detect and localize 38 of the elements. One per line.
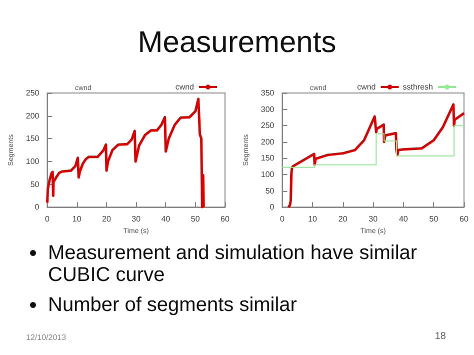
- y-tick-label: 300: [260, 104, 275, 114]
- y-tick-label: 0: [34, 202, 40, 212]
- x-tick-label: 10: [72, 214, 82, 224]
- x-tick-label: 10: [308, 214, 318, 224]
- x-tick-label: 50: [429, 214, 439, 224]
- x-tick-label: 60: [460, 214, 469, 224]
- x-tick-label: 40: [161, 214, 171, 224]
- legend-label: ssthresh: [402, 82, 433, 92]
- y-tick-label: 100: [26, 156, 40, 166]
- x-tick-label: 50: [190, 214, 200, 224]
- text: 18: [434, 331, 446, 342]
- y-tick-label: 250: [260, 121, 275, 130]
- x-tick-label: 20: [102, 214, 112, 224]
- y-tick-label: 50: [265, 186, 275, 196]
- legend-label: cwnd: [357, 82, 376, 92]
- y-tick-label: 150: [260, 154, 275, 163]
- y-tick-label: 350: [260, 88, 275, 98]
- text: 12/10/2013: [26, 333, 66, 342]
- line-series: [287, 103, 466, 208]
- legend-label: cwnd: [175, 82, 194, 92]
- x-tick-label: 20: [338, 214, 348, 224]
- x-tick-label: 60: [220, 214, 230, 224]
- text: Measurement and simulation have similar CUBIC curve: [48, 242, 418, 286]
- x-tick-label: 0: [280, 214, 286, 224]
- text: Number of segments similar: [48, 294, 297, 316]
- y-tick-label: 50: [30, 180, 40, 189]
- y-tick-label: 250: [26, 88, 40, 98]
- y-tick-label: 200: [26, 111, 40, 120]
- y-tick-label: 100: [260, 170, 275, 179]
- x-tick-label: 30: [132, 214, 142, 224]
- x-tick-label: 30: [368, 214, 378, 224]
- x-tick-label: 40: [398, 214, 408, 224]
- y-tick-label: 200: [260, 137, 275, 146]
- text: Measurements: [136, 26, 338, 60]
- y-tick-label: 150: [26, 134, 40, 144]
- line-series: [46, 98, 205, 208]
- x-tick-label: 0: [45, 214, 50, 224]
- y-tick-label: 0: [270, 202, 275, 212]
